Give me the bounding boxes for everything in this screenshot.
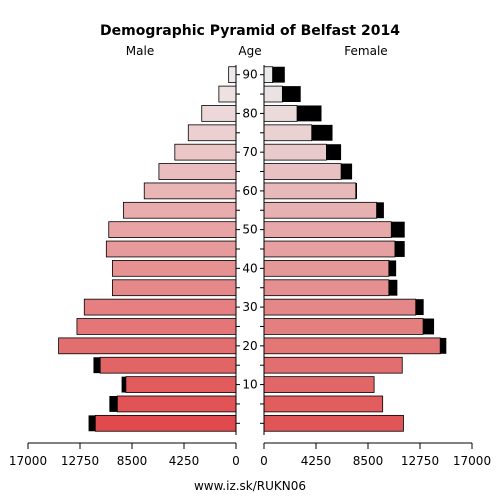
female-excess-bar bbox=[388, 260, 397, 277]
female-bar bbox=[263, 163, 342, 180]
female-excess-bar bbox=[341, 163, 353, 180]
male-excess-bar bbox=[121, 376, 126, 393]
female-bars bbox=[263, 66, 447, 432]
female-excess-bar bbox=[376, 202, 384, 219]
female-bar bbox=[263, 376, 375, 393]
female-bar bbox=[263, 356, 403, 374]
x-tick-label: 0 bbox=[260, 454, 268, 468]
male-bars bbox=[58, 66, 237, 432]
age-tick-label: 80 bbox=[242, 106, 257, 120]
x-tick-label: 17000 bbox=[453, 454, 491, 468]
female-bar bbox=[263, 337, 441, 355]
male-bar bbox=[99, 356, 237, 374]
male-bar bbox=[201, 105, 237, 122]
male-bar bbox=[125, 376, 237, 393]
female-bar bbox=[263, 260, 390, 277]
x-tick-label: 4250 bbox=[169, 454, 200, 468]
female-excess-bar bbox=[272, 66, 285, 83]
male-bar bbox=[158, 163, 237, 180]
female-excess-bar bbox=[311, 124, 333, 141]
male-bar bbox=[187, 124, 237, 142]
female-bar bbox=[263, 182, 357, 200]
female-excess-bar bbox=[297, 105, 322, 122]
male-bar bbox=[218, 85, 237, 103]
male-excess-bar bbox=[109, 396, 118, 412]
age-tick-label: 10 bbox=[242, 378, 257, 392]
male-bar bbox=[94, 414, 237, 432]
male-bar bbox=[58, 337, 237, 355]
female-bar bbox=[263, 66, 273, 84]
male-bar bbox=[228, 66, 237, 84]
male-bar bbox=[143, 182, 237, 200]
female-excess-bar bbox=[394, 241, 405, 257]
female-bar bbox=[263, 143, 327, 161]
male-bar bbox=[105, 240, 237, 258]
female-bar bbox=[263, 221, 392, 238]
female-excess-bar bbox=[415, 299, 424, 316]
female-label: Female bbox=[344, 44, 387, 58]
male-bar bbox=[112, 260, 237, 277]
female-bar bbox=[263, 298, 417, 316]
male-bar bbox=[108, 221, 237, 238]
female-excess-bar bbox=[282, 86, 301, 102]
male-bar bbox=[116, 395, 237, 413]
female-bar bbox=[263, 124, 313, 142]
female-bar bbox=[263, 414, 404, 432]
male-bar bbox=[174, 143, 237, 161]
male-excess-bar bbox=[93, 357, 101, 374]
axes: 10 20 30 40 50 60 70 80 90 17000 12750 8500 4250 0 0 42… bbox=[9, 65, 491, 468]
x-tick-label: 12750 bbox=[401, 454, 439, 468]
x-tick-label: 8500 bbox=[117, 454, 148, 468]
male-label: Male bbox=[126, 44, 154, 58]
male-bar bbox=[76, 318, 237, 335]
age-tick-label: 60 bbox=[242, 184, 257, 198]
female-bar bbox=[263, 201, 377, 219]
male-bar bbox=[83, 298, 237, 316]
x-tick-label: 0 bbox=[232, 454, 240, 468]
x-tick-label: 4250 bbox=[301, 454, 332, 468]
footer-source: www.iz.sk/RUKN06 bbox=[194, 479, 306, 493]
female-bar bbox=[263, 279, 390, 297]
female-bar bbox=[263, 105, 298, 122]
age-tick-label: 30 bbox=[242, 300, 257, 314]
chart-title: Demographic Pyramid of Belfast 2014 bbox=[100, 23, 400, 39]
age-tick-label: 70 bbox=[242, 145, 257, 159]
age-tick-label: 90 bbox=[242, 68, 257, 82]
male-bar bbox=[123, 201, 237, 219]
age-tick-label: 40 bbox=[242, 261, 257, 275]
female-bar bbox=[263, 318, 424, 335]
x-tick-label: 12750 bbox=[61, 454, 99, 468]
female-excess-bar bbox=[391, 221, 405, 238]
female-bar bbox=[263, 240, 396, 258]
x-tick-label: 17000 bbox=[9, 454, 47, 468]
age-tick-label: 50 bbox=[242, 223, 257, 237]
age-label: Age bbox=[238, 44, 261, 58]
female-bar bbox=[263, 85, 283, 103]
female-bar bbox=[263, 395, 384, 413]
female-excess-bar bbox=[326, 144, 342, 161]
female-excess-bar bbox=[440, 337, 447, 354]
x-tick-label: 8500 bbox=[353, 454, 384, 468]
female-excess-bar bbox=[423, 318, 435, 335]
female-excess-bar bbox=[388, 279, 398, 296]
male-excess-bar bbox=[88, 415, 96, 432]
female-excess-bar bbox=[355, 182, 357, 199]
male-bar bbox=[112, 279, 237, 297]
age-tick-label: 20 bbox=[242, 339, 257, 353]
